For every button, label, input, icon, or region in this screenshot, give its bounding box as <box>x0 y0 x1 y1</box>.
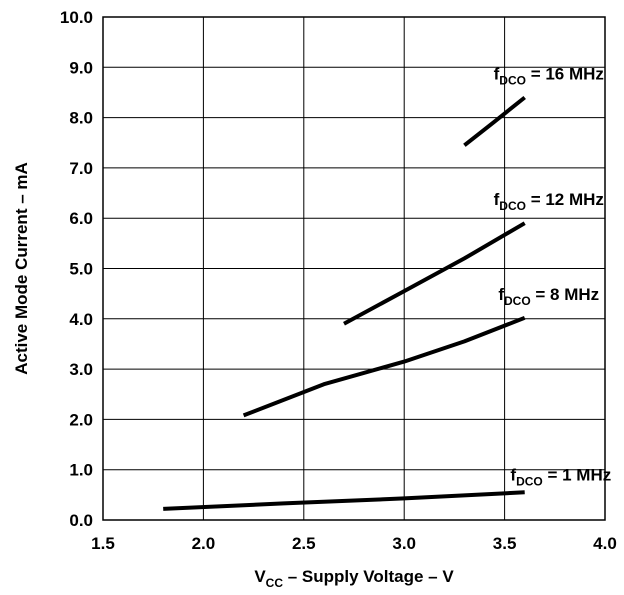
y-axis-label: Active Mode Current – mA <box>12 162 31 375</box>
x-axis-label-main: V <box>254 567 266 586</box>
series-line-3 <box>242 315 526 418</box>
y-tick-label: 3.0 <box>69 360 93 379</box>
series-line-2 <box>343 221 526 326</box>
x-tick-label: 1.5 <box>91 534 115 553</box>
y-tick-label: 6.0 <box>69 209 93 228</box>
x-tick-label: 2.5 <box>292 534 316 553</box>
series-label-sub: DCO <box>499 73 526 87</box>
series-line-1 <box>463 95 526 147</box>
y-tick-label: 7.0 <box>69 159 93 178</box>
x-axis-label: VCC – Supply Voltage – V <box>254 567 454 590</box>
x-tick-label: 4.0 <box>593 534 617 553</box>
series-label-sub: DCO <box>516 474 543 488</box>
series-label-3: fDCO = 8 MHz <box>498 285 599 308</box>
x-axis-label-sub: CC <box>266 576 284 590</box>
x-tick-label: 3.5 <box>493 534 517 553</box>
y-tick-label: 1.0 <box>69 461 93 480</box>
y-tick-label: 8.0 <box>69 109 93 128</box>
y-tick-label: 5.0 <box>69 260 93 279</box>
series-label-rest: = 16 MHz <box>526 64 604 83</box>
x-tick-label: 3.0 <box>392 534 416 553</box>
series-line-4 <box>163 490 525 511</box>
y-tick-label: 10.0 <box>60 8 93 27</box>
plot-frame <box>102 16 606 521</box>
series-label-main: f <box>494 64 500 83</box>
y-tick-label: 2.0 <box>69 410 93 429</box>
y-tick-label: 4.0 <box>69 310 93 329</box>
x-axis-label-rest: – Supply Voltage – V <box>283 567 454 586</box>
series-label-rest: = 12 MHz <box>526 190 604 209</box>
series-label-main: f <box>498 285 504 304</box>
series-label-rest: = 8 MHz <box>531 285 600 304</box>
y-tick-labels: 0.0 1.0 2.0 3.0 4.0 5.0 6.0 7.0 8.0 9.0 10.0 <box>60 8 93 530</box>
y-tick-label: 9.0 <box>69 58 93 77</box>
series-label-sub: DCO <box>499 199 526 213</box>
series-label-1: fDCO = 16 MHz <box>494 64 604 87</box>
y-tick-label: 0.0 <box>69 511 93 530</box>
series-label-rest: = 1 MHz <box>543 465 612 484</box>
series-label-2: fDCO = 12 MHz <box>494 190 604 213</box>
series-label-main: f <box>494 190 500 209</box>
series-lines <box>163 95 526 511</box>
grid <box>102 16 606 521</box>
series-label-sub: DCO <box>504 294 531 308</box>
x-tick-label: 2.0 <box>192 534 216 553</box>
series-label-main: f <box>510 465 516 484</box>
series-label-4: fDCO = 1 MHz <box>510 465 611 488</box>
x-tick-labels: 1.5 2.0 2.5 3.0 3.5 4.0 <box>91 534 617 553</box>
